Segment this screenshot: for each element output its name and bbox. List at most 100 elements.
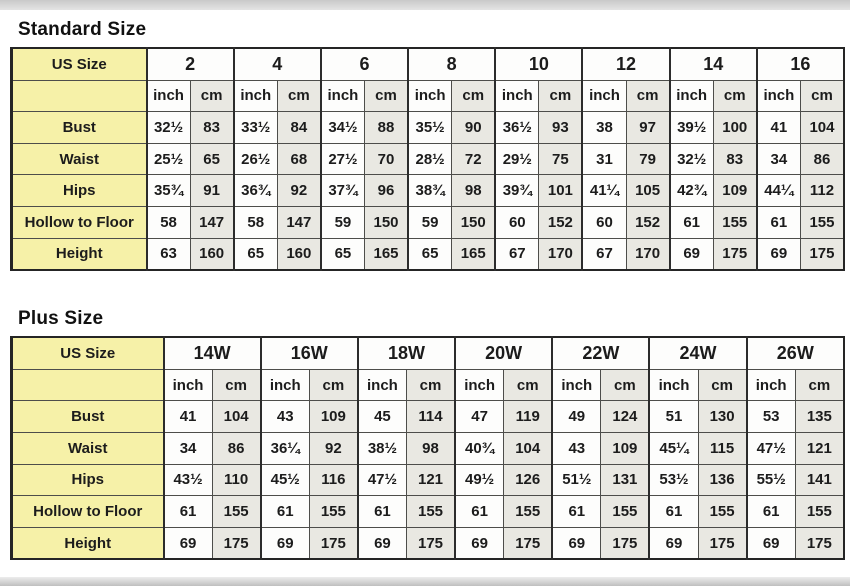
value-inch-cell: 33½ xyxy=(232,111,278,144)
value-inch-cell: 43½ xyxy=(162,463,213,497)
unit-inch-header: inch xyxy=(494,79,540,113)
value-inch-cell: 59 xyxy=(407,205,453,239)
value-inch-cell: 67 xyxy=(581,237,627,271)
value-inch-cell: 51½ xyxy=(551,463,602,497)
value-cm-cell: 165 xyxy=(363,237,409,271)
value-inch-cell: 45 xyxy=(356,400,407,433)
value-cm-cell: 100 xyxy=(712,111,758,144)
value-cm-cell: 83 xyxy=(189,111,235,144)
value-cm-cell: 70 xyxy=(363,142,409,176)
unit-cm-header: cm xyxy=(799,79,845,113)
value-cm-cell: 175 xyxy=(697,526,748,560)
size-header-cell: 6 xyxy=(319,47,409,81)
value-cm-cell: 141 xyxy=(794,463,845,497)
value-cm-cell: 155 xyxy=(712,205,758,239)
value-cm-cell: 115 xyxy=(697,431,748,465)
value-inch-cell: 61 xyxy=(755,205,801,239)
value-inch-cell: 41 xyxy=(755,111,801,144)
value-cm-cell: 65 xyxy=(189,142,235,176)
value-inch-cell: 65 xyxy=(407,237,453,271)
unit-cm-header: cm xyxy=(625,79,671,113)
value-cm-cell: 155 xyxy=(600,495,650,528)
measure-label: Hollow to Floor xyxy=(11,495,164,528)
unit-inch-header: inch xyxy=(454,368,505,402)
size-header-cell: 4 xyxy=(232,47,322,81)
value-cm-cell: 109 xyxy=(712,174,758,207)
bottom-gray-strip xyxy=(0,577,850,586)
value-inch-cell: 35¾ xyxy=(145,174,191,207)
value-cm-cell: 155 xyxy=(799,205,845,239)
value-cm-cell: 175 xyxy=(308,526,359,560)
measure-label: Height xyxy=(11,526,164,560)
value-cm-cell: 90 xyxy=(451,111,496,144)
value-inch-cell: 44¼ xyxy=(755,174,801,207)
value-cm-cell: 68 xyxy=(276,142,322,176)
value-inch-cell: 26½ xyxy=(232,142,278,176)
value-inch-cell: 60 xyxy=(581,205,627,239)
measure-row: Height 69 175 69 175 69 175 69 175 69 175 69 175 69 17… xyxy=(11,526,845,560)
value-cm-cell: 155 xyxy=(405,495,456,528)
value-cm-cell: 121 xyxy=(794,431,845,465)
value-cm-cell: 175 xyxy=(405,526,456,560)
value-cm-cell: 79 xyxy=(625,142,671,176)
value-cm-cell: 83 xyxy=(712,142,758,176)
size-header-cell: 16 xyxy=(755,47,845,81)
unit-inch-header: inch xyxy=(259,368,310,402)
value-cm-cell: 84 xyxy=(276,111,322,144)
value-cm-cell: 175 xyxy=(503,526,553,560)
value-inch-cell: 58 xyxy=(145,205,191,239)
value-inch-cell: 61 xyxy=(356,495,407,528)
standard-size-title: Standard Size xyxy=(18,19,147,40)
unit-cm-header: cm xyxy=(538,79,583,113)
value-inch-cell: 34 xyxy=(755,142,801,176)
value-inch-cell: 69 xyxy=(551,526,602,560)
measure-label: Bust xyxy=(11,400,164,433)
value-inch-cell: 49 xyxy=(551,400,602,433)
value-cm-cell: 136 xyxy=(697,463,748,497)
value-inch-cell: 69 xyxy=(454,526,505,560)
value-inch-cell: 53 xyxy=(745,400,796,433)
measure-label: Height xyxy=(11,237,147,271)
value-inch-cell: 69 xyxy=(745,526,796,560)
plus-size-title: Plus Size xyxy=(18,308,104,330)
value-inch-cell: 69 xyxy=(648,526,699,560)
value-cm-cell: 72 xyxy=(451,142,496,176)
value-cm-cell: 155 xyxy=(211,495,262,528)
value-cm-cell: 135 xyxy=(794,400,845,433)
unit-cm-header: cm xyxy=(712,79,758,113)
value-cm-cell: 147 xyxy=(189,205,235,239)
value-inch-cell: 53½ xyxy=(648,463,699,497)
value-inch-cell: 55½ xyxy=(745,463,796,497)
value-cm-cell: 124 xyxy=(600,400,650,433)
corner-empty-cell xyxy=(11,368,164,402)
value-inch-cell: 41 xyxy=(162,400,213,433)
value-cm-cell: 160 xyxy=(276,237,322,271)
standard-size-table: US Size 2 4 6 8 10 12 14 16 inch cm inch cm inch cm inc… xyxy=(10,47,845,272)
value-inch-cell: 39½ xyxy=(668,111,714,144)
value-cm-cell: 75 xyxy=(538,142,583,176)
size-header-cell: 8 xyxy=(407,47,496,81)
size-header-cell: 16W xyxy=(259,336,359,370)
value-inch-cell: 37¾ xyxy=(319,174,365,207)
value-inch-cell: 69 xyxy=(162,526,213,560)
unit-header-row: inch cm inch cm inch cm inch cm inch cm inch cm inch… xyxy=(11,79,845,113)
value-inch-cell: 32½ xyxy=(668,142,714,176)
unit-inch-header: inch xyxy=(145,79,191,113)
unit-header-row: inch cm inch cm inch cm inch cm inch cm inch cm inch… xyxy=(11,368,845,402)
value-cm-cell: 121 xyxy=(405,463,456,497)
unit-inch-header: inch xyxy=(648,368,699,402)
value-inch-cell: 67 xyxy=(494,237,540,271)
size-header-cell: 18W xyxy=(356,336,456,370)
value-inch-cell: 49½ xyxy=(454,463,505,497)
measure-label: Hips xyxy=(11,174,147,207)
value-inch-cell: 25½ xyxy=(145,142,191,176)
value-inch-cell: 32½ xyxy=(145,111,191,144)
value-inch-cell: 58 xyxy=(232,205,278,239)
value-cm-cell: 92 xyxy=(276,174,322,207)
measure-row: Height 63 160 65 160 65 165 65 165 67 170 67 170 69 17… xyxy=(11,237,845,271)
size-header-cell: 14W xyxy=(162,336,262,370)
value-inch-cell: 61 xyxy=(454,495,505,528)
unit-cm-header: cm xyxy=(451,79,496,113)
size-header-row: US Size 2 4 6 8 10 12 14 16 xyxy=(11,47,845,81)
value-inch-cell: 59 xyxy=(319,205,365,239)
